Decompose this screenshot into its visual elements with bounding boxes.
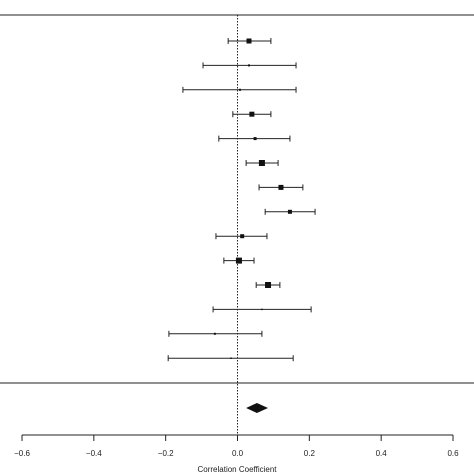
x-tick-label: −0.4: [86, 449, 102, 458]
x-tick-label: −0.2: [158, 449, 174, 458]
x-tick-label: 0.6: [447, 449, 459, 458]
x-tick-label: −0.6: [14, 449, 30, 458]
estimate-square: [230, 357, 232, 359]
summary-diamond: [246, 403, 269, 413]
x-axis-label: Correlation Coefficient: [197, 465, 277, 474]
estimate-square: [235, 257, 242, 264]
estimate-square: [249, 111, 255, 117]
estimate-square: [258, 160, 265, 166]
estimate-square: [253, 137, 257, 141]
x-tick-label: 0.0: [232, 449, 244, 458]
estimate-square: [247, 64, 250, 67]
estimate-square: [239, 88, 242, 91]
x-tick-label: 0.4: [376, 449, 388, 458]
estimate-square: [240, 234, 245, 239]
estimate-square: [261, 308, 263, 311]
estimate-square: [278, 184, 284, 190]
estimate-square: [213, 332, 216, 335]
x-tick-label: 0.2: [304, 449, 316, 458]
estimate-square: [265, 282, 272, 288]
estimate-square: [246, 38, 252, 44]
estimate-square: [287, 209, 292, 214]
